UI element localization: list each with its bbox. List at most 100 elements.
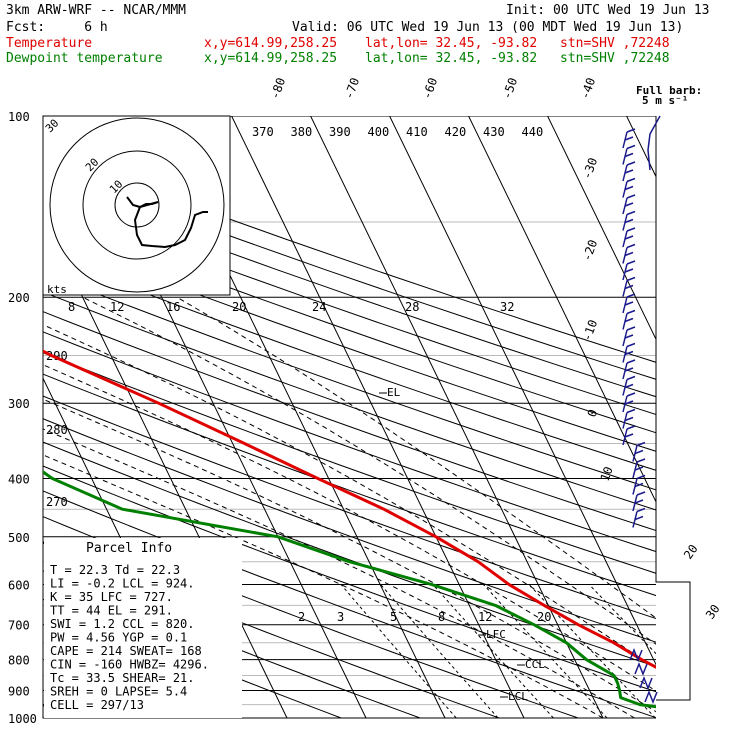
theta-label: 430: [483, 125, 505, 139]
wind-barbs: [622, 115, 661, 705]
pressure-label: 600: [8, 578, 30, 592]
dry-adiabat: [43, 253, 656, 471]
theta-label: 400: [368, 125, 390, 139]
wind-barb-flag: [626, 342, 636, 348]
mixing-ratio-label: 12: [478, 610, 492, 624]
wind-barb-flag: [636, 458, 646, 463]
pressure-label: 200: [8, 291, 30, 305]
temperature-label: -20: [580, 238, 601, 263]
plot-frame: [42, 116, 691, 719]
parcel-info-row: TT = 44 EL = 291.: [50, 604, 173, 618]
wind-barb-flag: [624, 268, 634, 273]
wind-barb-flag: [624, 169, 634, 174]
wind-barb-flag: [626, 128, 636, 133]
dry-adiabat: [43, 465, 656, 693]
mixing-ratio-label: 20: [537, 610, 551, 624]
hodograph: 10 20 30 kts: [42, 115, 231, 296]
lcl-marker: LCL: [508, 690, 528, 703]
mixing-ratio-label: 8: [438, 610, 445, 624]
pressure-label: 900: [8, 684, 30, 698]
wind-barb-flag: [636, 441, 646, 447]
parcel-info-row: CIN = -160 HWBZ= 4296.: [50, 658, 209, 672]
hodo-units: kts: [47, 283, 67, 296]
pressure-label: 800: [8, 654, 30, 668]
temperature-label: -80: [268, 76, 289, 101]
wind-barb-low: [644, 689, 658, 705]
parcel-info-row: CELL = 297/13: [50, 698, 144, 712]
wind-barb-flag: [634, 515, 644, 521]
temperature-label: -50: [500, 76, 521, 101]
moist-adiabat: [43, 364, 656, 692]
wind-barb-flag: [626, 293, 636, 298]
wind-barb-flag: [624, 334, 634, 339]
wind-barb-flag: [634, 482, 644, 488]
mixing-ratio-label: 8: [68, 300, 75, 314]
temperature-label: 30: [703, 602, 723, 622]
pressure-label: 1000: [8, 712, 37, 726]
isotherm: [389, 116, 656, 666]
wind-barb-flag: [624, 235, 634, 240]
wind-barb-flag: [626, 161, 636, 166]
theta-label: 380: [291, 125, 313, 139]
temp-legend-stn: stn=SHV ,72248: [560, 36, 670, 51]
wind-barb-low: [639, 675, 653, 691]
wind-barb-flag: [624, 383, 634, 389]
temp-legend-latlon: lat,lon= 32.45, -93.82: [365, 36, 537, 51]
wind-barb-flag: [624, 301, 634, 306]
temperature-label: -70: [342, 76, 363, 101]
temperature-label: -30: [580, 156, 601, 181]
model-title: 3km ARW-WRF -- NCAR/MMM: [6, 3, 186, 18]
isotherm: [231, 116, 525, 719]
dry-adiabat: [43, 373, 656, 597]
theta-label: 390: [329, 125, 351, 139]
pressure-label: 700: [8, 619, 30, 633]
wind-barb-flag: [626, 359, 636, 364]
mixing-ratio-line: [432, 584, 554, 719]
wind-barb-flag: [624, 152, 634, 158]
wind-barb-flag: [626, 144, 636, 150]
wind-barb-flag: [636, 474, 646, 480]
dry-adiabat: [43, 570, 421, 719]
barb-key-units: 5 m s⁻¹: [642, 94, 688, 107]
forecast-hour: Fcst: 6 h: [6, 20, 108, 35]
wind-barb-low: [629, 647, 643, 663]
theta-label: 370: [252, 125, 274, 139]
mixing-ratio-label: 2: [298, 610, 305, 624]
mixing-ratio-label: 20: [232, 300, 246, 314]
temperature-label: -10: [580, 318, 601, 343]
wind-barb-flag: [634, 449, 644, 455]
wind-barb-flag: [626, 177, 636, 183]
wind-barb-flag: [624, 433, 634, 438]
mixing-ratio-label: 24: [312, 300, 326, 314]
moist-adiabat: [176, 296, 656, 619]
wind-barb-flag: [626, 276, 636, 282]
valid-time: Valid: 06 UTC Wed 19 Jun 13 (00 MDT Wed …: [292, 20, 683, 35]
wind-barb-flag: [624, 251, 634, 257]
parcel-info-row: Tc = 33.5 SHEAR= 21.: [50, 671, 195, 685]
theta-label: 440: [522, 125, 544, 139]
dry-adiabat: [43, 199, 656, 415]
isotherm: [547, 116, 656, 341]
temperature-label: -40: [578, 76, 599, 101]
parcel-info-panel: Parcel Info T = 22.3 Td = 22.3LI = -0.2 …: [44, 538, 242, 718]
wind-barb-flag: [626, 408, 636, 414]
wind-barb-flag: [626, 309, 636, 315]
wind-barb-low: [634, 661, 648, 677]
isotherm: [468, 116, 656, 503]
dry-adiabat: [43, 166, 656, 380]
frame-left-bottom: [42, 116, 656, 719]
hodograph-trace: [126, 196, 208, 249]
barb-staff-top: [647, 115, 661, 171]
temperature-label: 10: [598, 465, 616, 483]
parcel-info-row: SWI = 1.2 CCL = 820.: [50, 617, 195, 631]
wind-barb-flag: [626, 375, 636, 381]
theta-label: 420: [445, 125, 467, 139]
mixing-ratio-label: 32: [500, 300, 514, 314]
mixing-ratio-label: 5: [390, 610, 397, 624]
isotherm: [310, 116, 604, 719]
dry-adiabat: [43, 235, 656, 452]
wind-barb-flag: [624, 284, 634, 290]
level-markers: EL LFC CCL LCL: [379, 386, 545, 703]
